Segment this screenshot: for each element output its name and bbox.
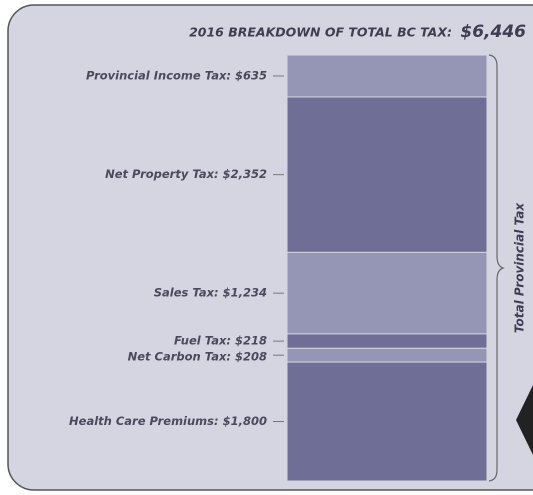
- segment-label: Net Property Tax: $2,352: [105, 167, 267, 181]
- segment-label: Sales Tax: $1,234: [154, 286, 267, 300]
- decoration: [516, 385, 533, 455]
- bar-segment: [286, 347, 488, 363]
- annotation: Total Provincial Tax: [513, 202, 527, 334]
- bar-segment: [286, 251, 488, 335]
- total: $6,446: [460, 22, 526, 42]
- chart-title: 2016 BREAKDOWN OF TOTAL BC TAX:: [189, 25, 452, 40]
- segment-label: Net Carbon Tax: $208: [128, 350, 267, 364]
- bar-segment: [286, 54, 488, 98]
- segment-label: Health Care Premiums: $1,800: [69, 414, 267, 428]
- brace: [488, 54, 505, 482]
- segment-label: Fuel Tax: $218: [174, 334, 267, 348]
- bar-segment: [286, 96, 488, 253]
- bar-segment: [286, 361, 488, 482]
- segment-label: Provincial Income Tax: $635: [86, 68, 267, 82]
- bar-segment: [286, 333, 488, 349]
